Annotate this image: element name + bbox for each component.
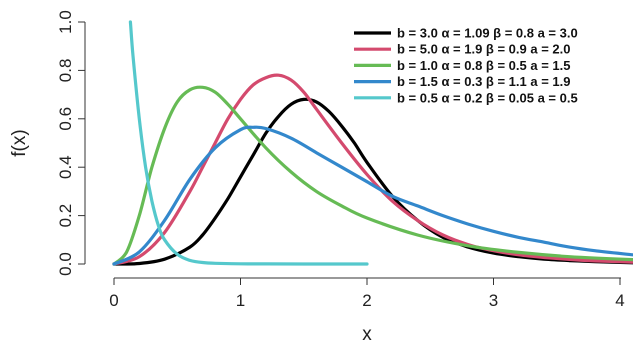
series-line-4 bbox=[112, 125, 633, 266]
legend-label: b = 1.0 α = 0.8 β = 0.5 a = 1.5 bbox=[397, 58, 570, 73]
y-tick-label: 0.6 bbox=[56, 107, 75, 131]
series-line-2 bbox=[112, 73, 633, 266]
x-tick-label: 3 bbox=[489, 291, 498, 310]
y-tick-label: 0.8 bbox=[56, 59, 75, 83]
legend-label: b = 3.0 α = 1.09 β = 0.8 a = 3.0 bbox=[397, 26, 578, 41]
legend-label: b = 5.0 α = 1.9 β = 0.9 a = 2.0 bbox=[397, 42, 570, 57]
series-line-5 bbox=[128, 20, 369, 266]
x-tick-label: 2 bbox=[362, 291, 371, 310]
curves bbox=[112, 20, 633, 266]
x-axis-title: x bbox=[362, 324, 372, 345]
y-tick-label: 0.4 bbox=[56, 155, 75, 179]
series-line-1 bbox=[112, 97, 633, 266]
y-tick-label: 0.0 bbox=[56, 252, 75, 276]
y-ticks: 0.0 0.2 0.4 0.6 0.8 1.0 bbox=[56, 10, 85, 276]
legend: b = 3.0 α = 1.09 β = 0.8 a = 3.0b = 5.0 … bbox=[354, 26, 578, 105]
y-tick-label: 0.2 bbox=[56, 204, 75, 228]
y-tick-label: 1.0 bbox=[56, 10, 75, 34]
legend-label: b = 0.5 α = 0.2 β = 0.05 a = 0.5 bbox=[397, 90, 578, 105]
x-ticks: 0 1 2 3 4 bbox=[109, 278, 625, 310]
x-tick-label: 1 bbox=[236, 291, 245, 310]
series-line-3 bbox=[112, 85, 633, 266]
legend-label: b = 1.5 α = 0.3 β = 1.1 a = 1.9 bbox=[397, 74, 570, 89]
x-tick-label: 0 bbox=[109, 291, 118, 310]
x-tick-label: 4 bbox=[615, 291, 624, 310]
y-axis-title: f(x) bbox=[9, 129, 30, 156]
